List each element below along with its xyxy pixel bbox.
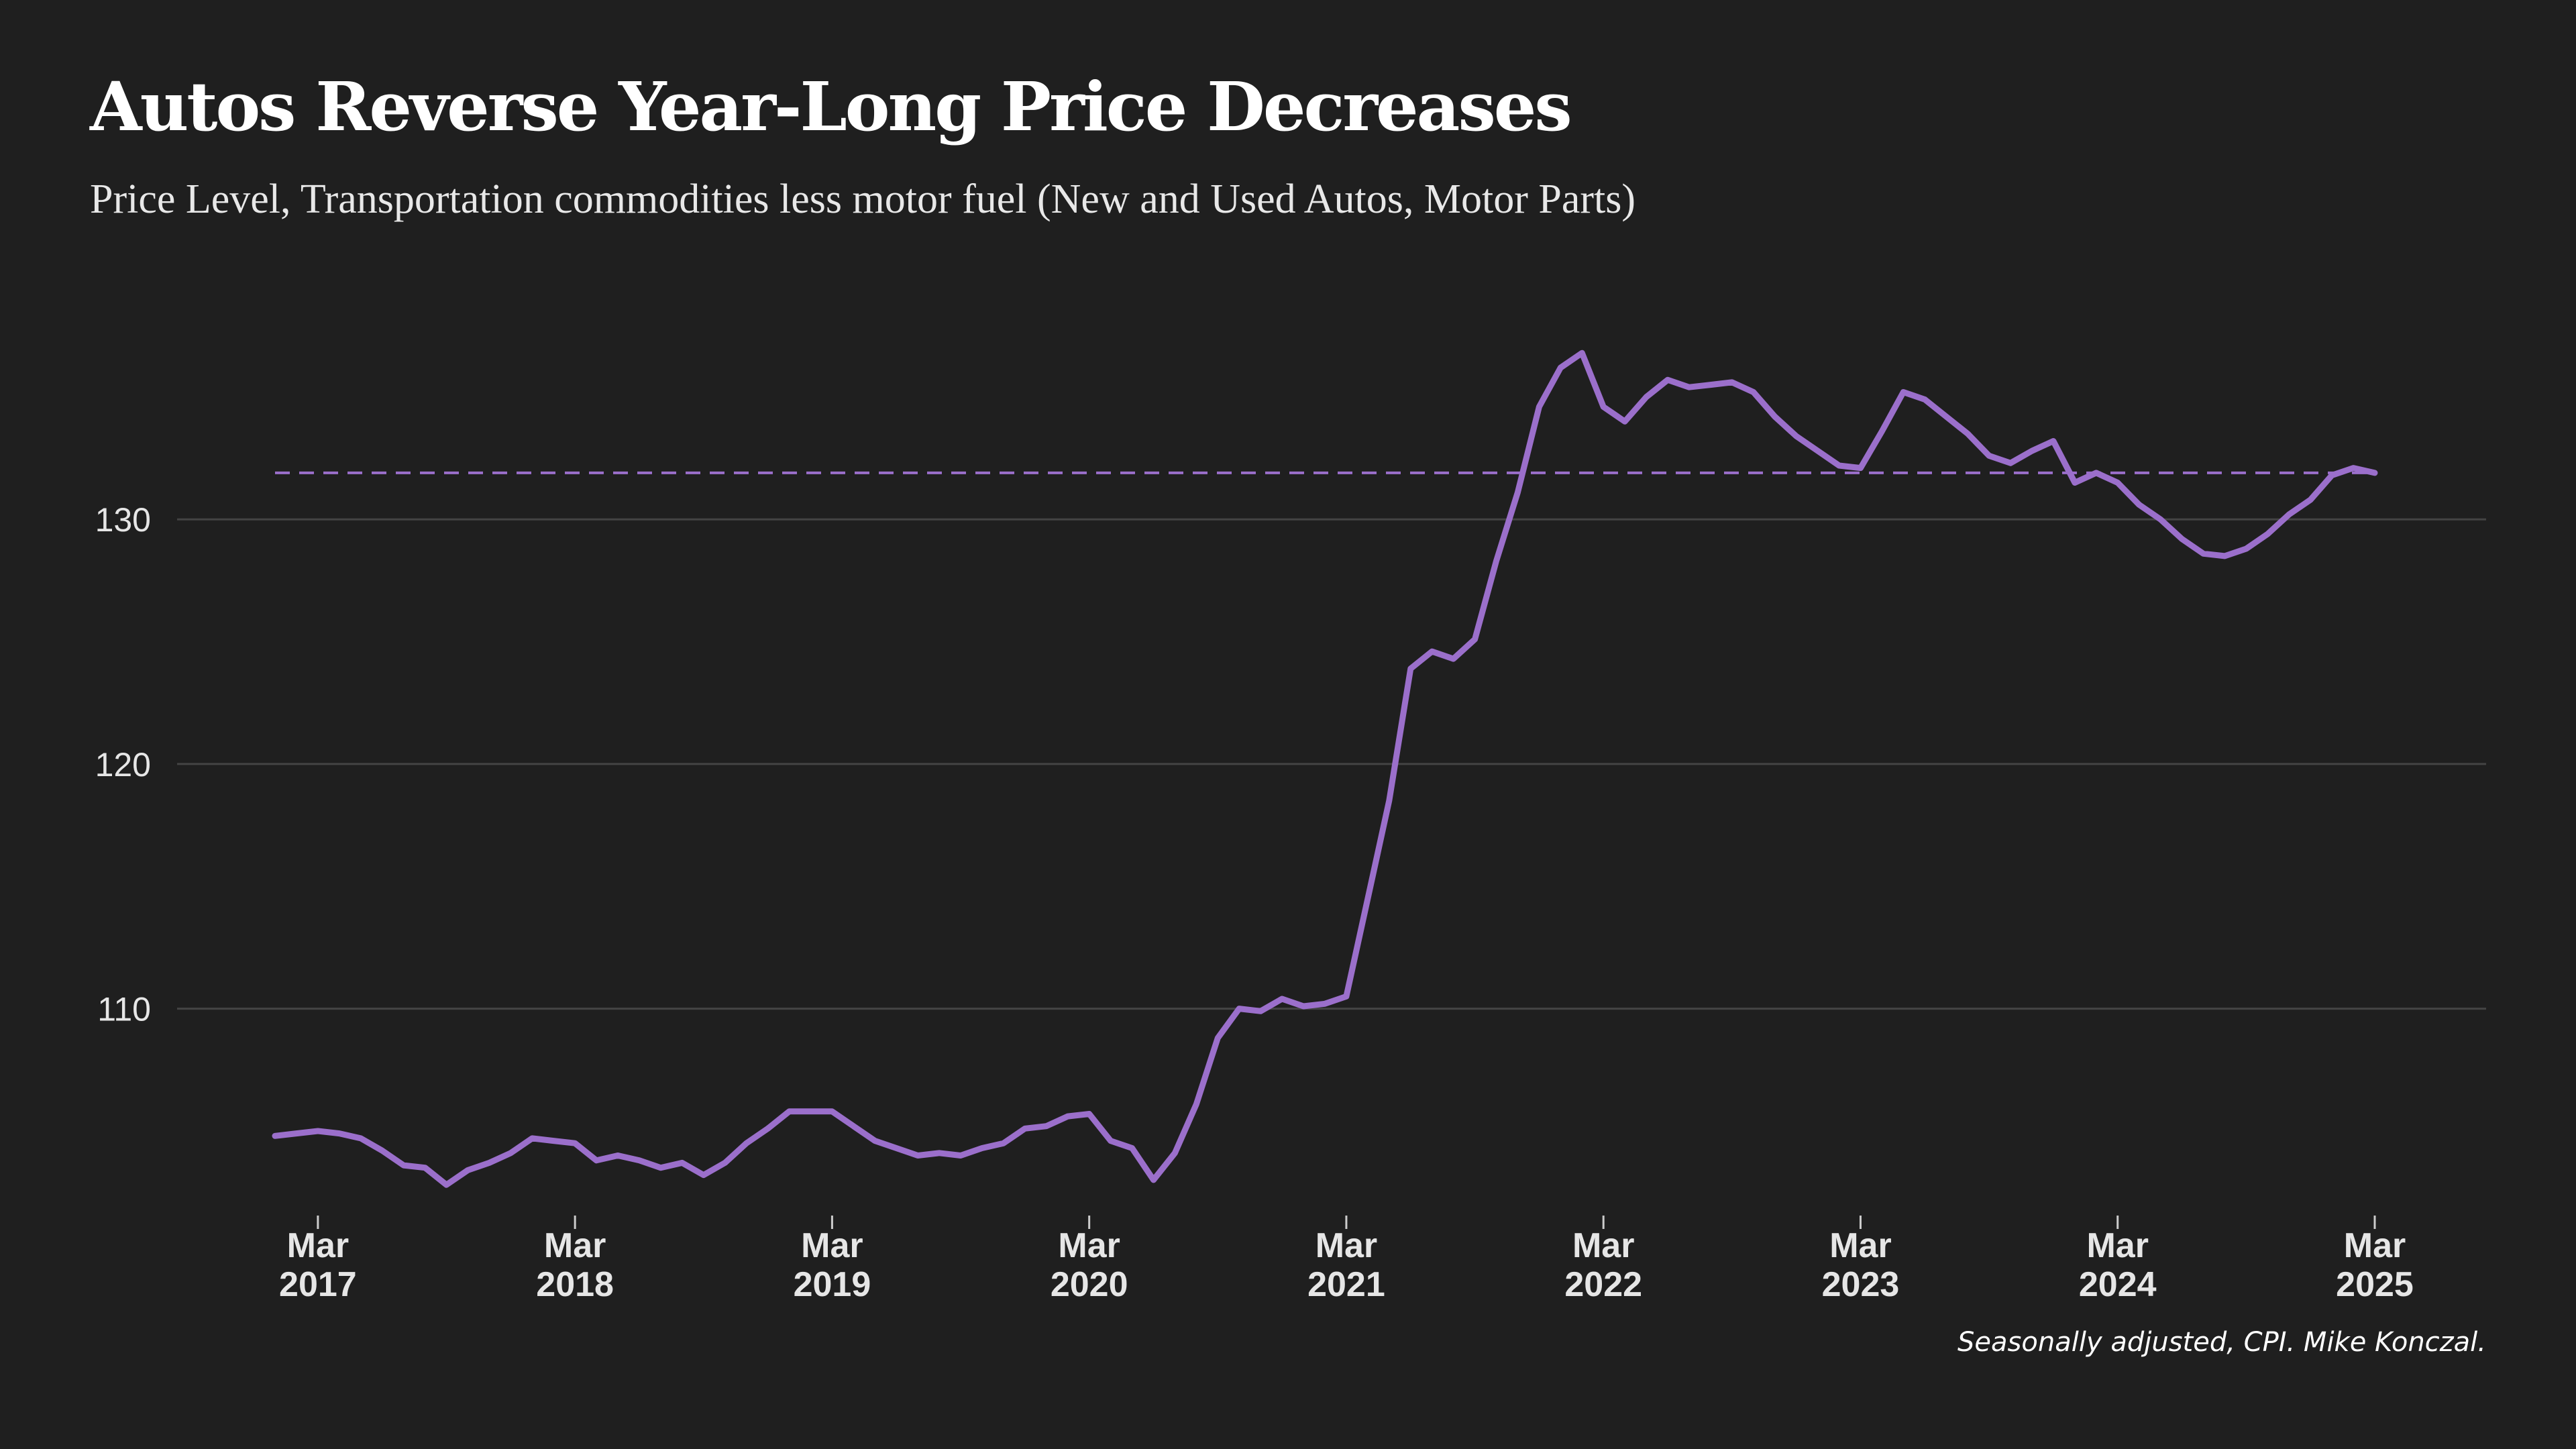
x-tick-year-label: 2020 [1051,1265,1128,1304]
series-group [272,350,2378,1188]
x-tick-month-label: Mar [287,1226,349,1265]
chart-title: Autos Reverse Year-Long Price Decreases [90,67,1572,146]
x-tick-month-label: Mar [2086,1226,2148,1265]
series-line [272,350,2378,1188]
x-tick-month-label: Mar [1316,1226,1377,1265]
x-tick-month-label: Mar [1829,1226,1891,1265]
y-axis-ticks: 110 120 130 [95,501,151,1028]
x-tick-month-label: Mar [801,1226,863,1265]
x-tick-year-label: 2021 [1307,1265,1385,1304]
x-tick-month-label: Mar [1058,1226,1120,1265]
y-tick-label: 130 [95,501,151,539]
chart-subtitle: Price Level, Transportation commodities … [90,176,1636,222]
x-tick-year-label: 2022 [1564,1265,1642,1304]
x-tick-year-label: 2023 [1822,1265,1900,1304]
x-tick-month-label: Mar [1572,1226,1634,1265]
x-tick-year-label: 2018 [536,1265,614,1304]
source-note: Seasonally adjusted, CPI. Mike Konczal. [1957,1327,2486,1358]
x-tick-year-label: 2017 [279,1265,357,1304]
x-tick-year-label: 2019 [794,1265,871,1304]
x-tick-month-label: Mar [2344,1226,2406,1265]
y-tick-label: 110 [97,991,151,1028]
x-tick-year-label: 2024 [2079,1265,2157,1304]
x-tick-year-label: 2025 [2336,1265,2414,1304]
x-tick-month-label: Mar [544,1226,606,1265]
gridlines [177,518,2486,1010]
x-axis-ticks: Mar2017Mar2018Mar2019Mar2020Mar2021Mar20… [279,1216,2414,1304]
y-tick-label: 120 [95,746,151,784]
